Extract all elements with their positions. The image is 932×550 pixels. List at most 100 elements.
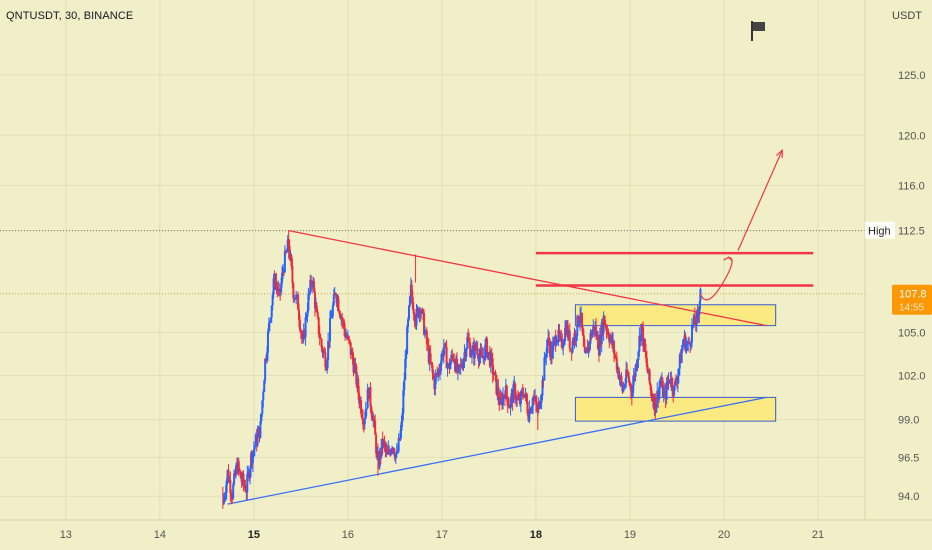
candle-body[interactable] xyxy=(238,469,241,472)
candle-body[interactable] xyxy=(360,413,363,418)
candle-body[interactable] xyxy=(329,317,332,319)
candle-body[interactable] xyxy=(494,372,497,376)
candle-body[interactable] xyxy=(390,449,393,455)
candle-body[interactable] xyxy=(404,358,407,381)
candle-body[interactable] xyxy=(491,358,494,375)
candle-body[interactable] xyxy=(261,400,264,414)
candle-body[interactable] xyxy=(469,343,472,357)
candle-body[interactable] xyxy=(295,294,298,300)
candle-body[interactable] xyxy=(517,396,520,399)
candle-body[interactable] xyxy=(643,339,646,352)
candle-body[interactable] xyxy=(631,385,634,397)
candle-body[interactable] xyxy=(531,405,534,409)
candle-body[interactable] xyxy=(546,339,549,354)
candle-body[interactable] xyxy=(437,369,440,374)
candle-body[interactable] xyxy=(344,329,347,337)
candle-body[interactable] xyxy=(640,324,643,342)
candle-body[interactable] xyxy=(272,278,275,295)
candle-body[interactable] xyxy=(651,396,654,400)
candle-body[interactable] xyxy=(626,369,629,374)
candle-body[interactable] xyxy=(596,334,599,350)
candle-body[interactable] xyxy=(526,401,529,414)
candle-body[interactable] xyxy=(680,350,683,363)
candle-body[interactable] xyxy=(675,381,678,384)
candle-body[interactable] xyxy=(435,373,438,377)
candle-body[interactable] xyxy=(563,340,566,346)
candle-body[interactable] xyxy=(519,391,522,404)
candle-body[interactable] xyxy=(426,343,429,345)
candle-body[interactable] xyxy=(518,398,520,400)
candle-body[interactable] xyxy=(442,347,445,357)
candle-body[interactable] xyxy=(278,288,281,290)
candle-body[interactable] xyxy=(440,353,443,362)
candle-body[interactable] xyxy=(316,312,319,318)
candle-body[interactable] xyxy=(661,380,664,397)
candle-body[interactable] xyxy=(328,340,331,342)
candle-body[interactable] xyxy=(399,430,402,440)
candle-body[interactable] xyxy=(486,352,489,358)
candle-body[interactable] xyxy=(591,331,594,338)
candle-body[interactable] xyxy=(365,408,368,410)
candle-body[interactable] xyxy=(412,309,415,315)
candle-body[interactable] xyxy=(415,308,418,326)
candle-body[interactable] xyxy=(677,368,680,376)
candle-body[interactable] xyxy=(358,393,361,404)
candle-body[interactable] xyxy=(313,291,316,309)
candle-body[interactable] xyxy=(484,344,487,361)
candle-body[interactable] xyxy=(474,343,477,349)
candle-body[interactable] xyxy=(353,364,356,373)
candle-body[interactable] xyxy=(452,356,455,359)
candle-body[interactable] xyxy=(374,420,377,435)
candle-body[interactable] xyxy=(541,379,544,396)
candle-body[interactable] xyxy=(323,351,326,353)
candle-body[interactable] xyxy=(329,318,332,342)
candle-body[interactable] xyxy=(685,344,688,351)
candle-body[interactable] xyxy=(467,336,470,340)
candle-body[interactable] xyxy=(246,473,249,493)
candle-body[interactable] xyxy=(439,361,442,372)
candle-body[interactable] xyxy=(645,357,648,368)
candle-body[interactable] xyxy=(540,395,543,403)
candle-body[interactable] xyxy=(262,391,265,401)
candle-body[interactable] xyxy=(317,317,320,335)
candle-body[interactable] xyxy=(582,335,585,347)
candle-body[interactable] xyxy=(233,473,236,485)
candle-body[interactable] xyxy=(436,373,439,375)
candle-body[interactable] xyxy=(466,336,469,349)
candle-body[interactable] xyxy=(568,330,571,349)
candle-body[interactable] xyxy=(607,331,610,338)
candle-body[interactable] xyxy=(470,349,473,356)
candle-body[interactable] xyxy=(489,352,492,367)
candle-body[interactable] xyxy=(637,351,640,360)
candle-body[interactable] xyxy=(337,298,340,311)
candle-body[interactable] xyxy=(331,305,334,317)
candle-body[interactable] xyxy=(667,379,670,384)
candle-body[interactable] xyxy=(505,385,508,397)
candle-body[interactable] xyxy=(320,339,323,348)
candle-body[interactable] xyxy=(662,390,665,397)
candle-body[interactable] xyxy=(430,362,433,366)
candle-body[interactable] xyxy=(224,492,227,497)
candle-body[interactable] xyxy=(627,373,630,377)
candle-body[interactable] xyxy=(439,371,442,373)
candle-body[interactable] xyxy=(577,315,580,326)
candle-body[interactable] xyxy=(674,381,677,386)
candle-body[interactable] xyxy=(605,326,608,332)
candle-body[interactable] xyxy=(315,305,318,313)
candle-body[interactable] xyxy=(658,387,661,400)
candle-body[interactable] xyxy=(695,312,698,326)
candle-body[interactable] xyxy=(223,496,226,498)
candle-body[interactable] xyxy=(684,335,687,351)
candle-body[interactable] xyxy=(543,357,546,381)
candle-body[interactable] xyxy=(691,326,693,343)
candle-body[interactable] xyxy=(222,497,225,505)
candle-body[interactable] xyxy=(512,384,515,403)
candle-body[interactable] xyxy=(232,484,235,499)
candle-body[interactable] xyxy=(423,331,426,335)
candle-body[interactable] xyxy=(420,312,423,314)
candle-body[interactable] xyxy=(535,403,538,410)
candle-body[interactable] xyxy=(495,375,498,395)
candle-body[interactable] xyxy=(266,331,269,353)
candle-body[interactable] xyxy=(321,347,324,354)
